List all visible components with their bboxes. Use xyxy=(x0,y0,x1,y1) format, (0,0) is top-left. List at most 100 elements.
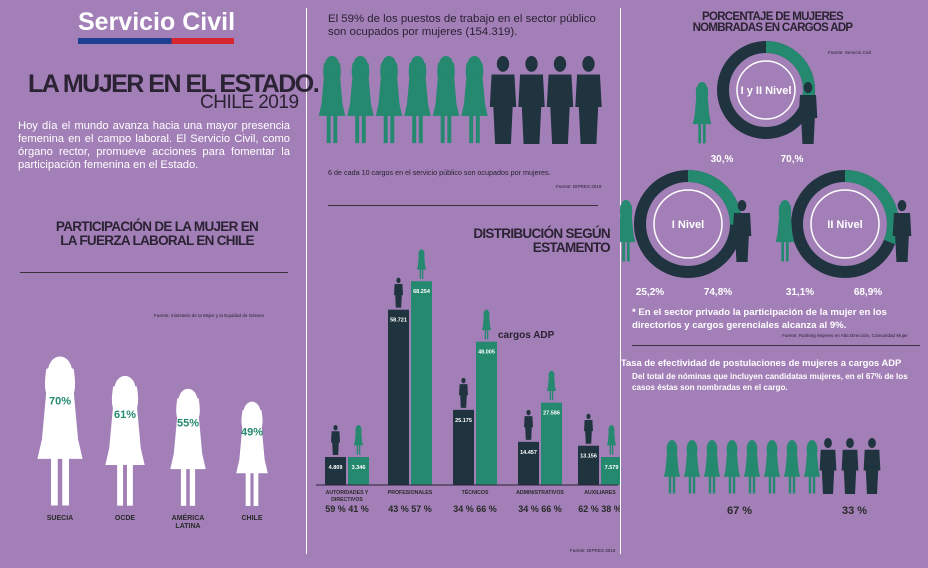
donut-women-slice xyxy=(791,170,899,278)
estamento-bar xyxy=(453,409,474,485)
donut-inner-ring xyxy=(653,189,723,259)
estamento-value-label: 14.457 xyxy=(520,450,537,456)
woman-icon xyxy=(354,425,363,455)
donut-level-label: I Nivel xyxy=(672,219,704,231)
man-icon xyxy=(575,56,602,144)
estamento-source: Fuente: DIPRES 2019 xyxy=(570,548,616,553)
estamento-category-label: AUXILIARES xyxy=(584,490,616,496)
tasa-pictogram xyxy=(663,438,881,494)
man-icon xyxy=(489,56,517,144)
page-subtitle: CHILE 2019 xyxy=(200,92,299,113)
labor-category-label: CHILE xyxy=(242,515,263,522)
donut-level-label: I y II Nivel xyxy=(741,85,792,97)
man-icon xyxy=(394,277,403,308)
man-icon xyxy=(459,377,468,408)
man-icon xyxy=(518,56,545,144)
donut-inner-ring xyxy=(736,60,796,120)
estamento-chart: 4.809 59 % 3.346 41 % AUTORIDADES YDIRECTIVO… xyxy=(316,249,620,514)
woman-icon xyxy=(607,425,616,455)
divider-left-h xyxy=(20,272,288,273)
brand-logo[interactable]: Servicio Civil xyxy=(78,8,236,36)
tasa-title: Tasa de efectividad de postulaciones de … xyxy=(621,357,902,368)
estamento-bar xyxy=(411,281,432,485)
labor-bar xyxy=(236,401,268,506)
woman-icon xyxy=(347,56,374,144)
woman-icon xyxy=(432,56,460,144)
woman-icon xyxy=(683,440,701,494)
estamento-value-label: 4.809 xyxy=(329,465,343,471)
donut-women-pct: 25,2% xyxy=(636,287,664,298)
man-icon xyxy=(841,438,859,494)
donut-inner-ring xyxy=(810,189,880,259)
donut-men-pct: 74,8% xyxy=(704,287,732,298)
estamento-bar xyxy=(348,457,369,485)
estamento-bar xyxy=(388,309,409,485)
woman-icon xyxy=(482,309,491,340)
woman-icon xyxy=(803,440,821,494)
estamento-pct-label: 59 % xyxy=(325,504,346,514)
estamento-bar xyxy=(601,457,620,485)
estamento-pct-label: 66 % xyxy=(541,504,562,514)
logo-flag-bar xyxy=(78,38,234,44)
donut-men-pct: 68,9% xyxy=(854,287,882,298)
estamento-pct-label: 38 % xyxy=(601,504,620,514)
man-icon xyxy=(863,438,881,494)
estamento-value-label: 58.721 xyxy=(390,318,407,324)
labor-value-label: 61% xyxy=(114,409,136,421)
adp-title: PORCENTAJE DE MUJERES NOMBRADAS EN CARGO… xyxy=(692,11,854,34)
woman-icon xyxy=(783,440,801,494)
woman-icon xyxy=(763,440,781,494)
public-jobs-source: Fuente: DIPRES 2019 xyxy=(556,184,602,189)
people-pictogram xyxy=(318,56,602,144)
estamento-value-label: 13.156 xyxy=(580,454,597,460)
woman-icon xyxy=(318,56,346,144)
estamento-pct-label: 34 % xyxy=(518,504,539,514)
woman-icon xyxy=(743,440,761,494)
estamento-category-label: DIRECTIVOS xyxy=(331,497,363,503)
labor-source: Fuente: ministerio de la Mujer y la Equi… xyxy=(154,313,265,318)
page-title: LA MUJER EN EL ESTADO. xyxy=(28,70,320,98)
estamento-pct-label: 41 % xyxy=(348,504,369,514)
adp-donuts: I y II Nivel 30,% 70,% I Nivel 25,2% 74,8% II … xyxy=(620,41,912,298)
estamento-bar xyxy=(578,445,599,485)
estamento-bar xyxy=(476,341,497,485)
man-icon xyxy=(819,438,837,494)
divider-right xyxy=(620,8,621,554)
tasa-men-pct: 33 % xyxy=(842,505,868,517)
woman-icon xyxy=(375,56,403,144)
tasa-text: Del total de nóminas que incluyen candid… xyxy=(632,372,908,392)
donut-level-label: II Nivel xyxy=(827,219,862,231)
man-icon xyxy=(524,409,533,440)
estamento-pct-label: 34 % xyxy=(453,504,474,514)
labor-bar xyxy=(105,375,145,506)
man-icon xyxy=(546,56,574,144)
woman-icon xyxy=(461,56,488,144)
labor-value-label: 55% xyxy=(177,418,199,430)
estamento-value-label: 48.005 xyxy=(478,350,495,356)
estamento-category-label: PROFESIONALES xyxy=(388,490,433,496)
woman-icon xyxy=(692,82,712,144)
man-icon xyxy=(892,200,912,262)
woman-icon xyxy=(775,200,795,262)
estamento-title: DISTRIBUCIÓN SEGÚN ESTAMENTO xyxy=(473,226,610,255)
woman-icon xyxy=(404,56,431,144)
adp-note: * En el sector privado la participación … xyxy=(632,307,887,331)
estamento-value-label: 27.586 xyxy=(543,411,560,417)
estamento-value-label: 7.579 xyxy=(605,465,619,471)
estamento-value-label: 68.254 xyxy=(413,289,431,295)
labor-bar xyxy=(37,356,83,506)
estamento-bar xyxy=(518,441,539,485)
adp-note-source: Fuente: Ranking Mujeres en Alta Direcció… xyxy=(782,333,908,338)
woman-icon xyxy=(723,440,741,494)
estamento-pct-label: 66 % xyxy=(476,504,497,514)
woman-icon xyxy=(620,200,636,262)
estamento-category-label: TÉCNICOS xyxy=(462,488,489,496)
public-jobs-caption: 6 de cada 10 cargos en el servicio públi… xyxy=(328,168,551,177)
donut-men-pct: 70,% xyxy=(781,154,804,165)
man-icon xyxy=(584,413,593,444)
estamento-bar xyxy=(325,457,346,485)
estamento-category-label: ADMINISTRATIVOS xyxy=(516,490,564,496)
intro-text: Hoy día el mundo avanza hacia una mayor … xyxy=(18,120,290,171)
estamento-category-label: AUTORIDADES Y xyxy=(326,490,369,496)
